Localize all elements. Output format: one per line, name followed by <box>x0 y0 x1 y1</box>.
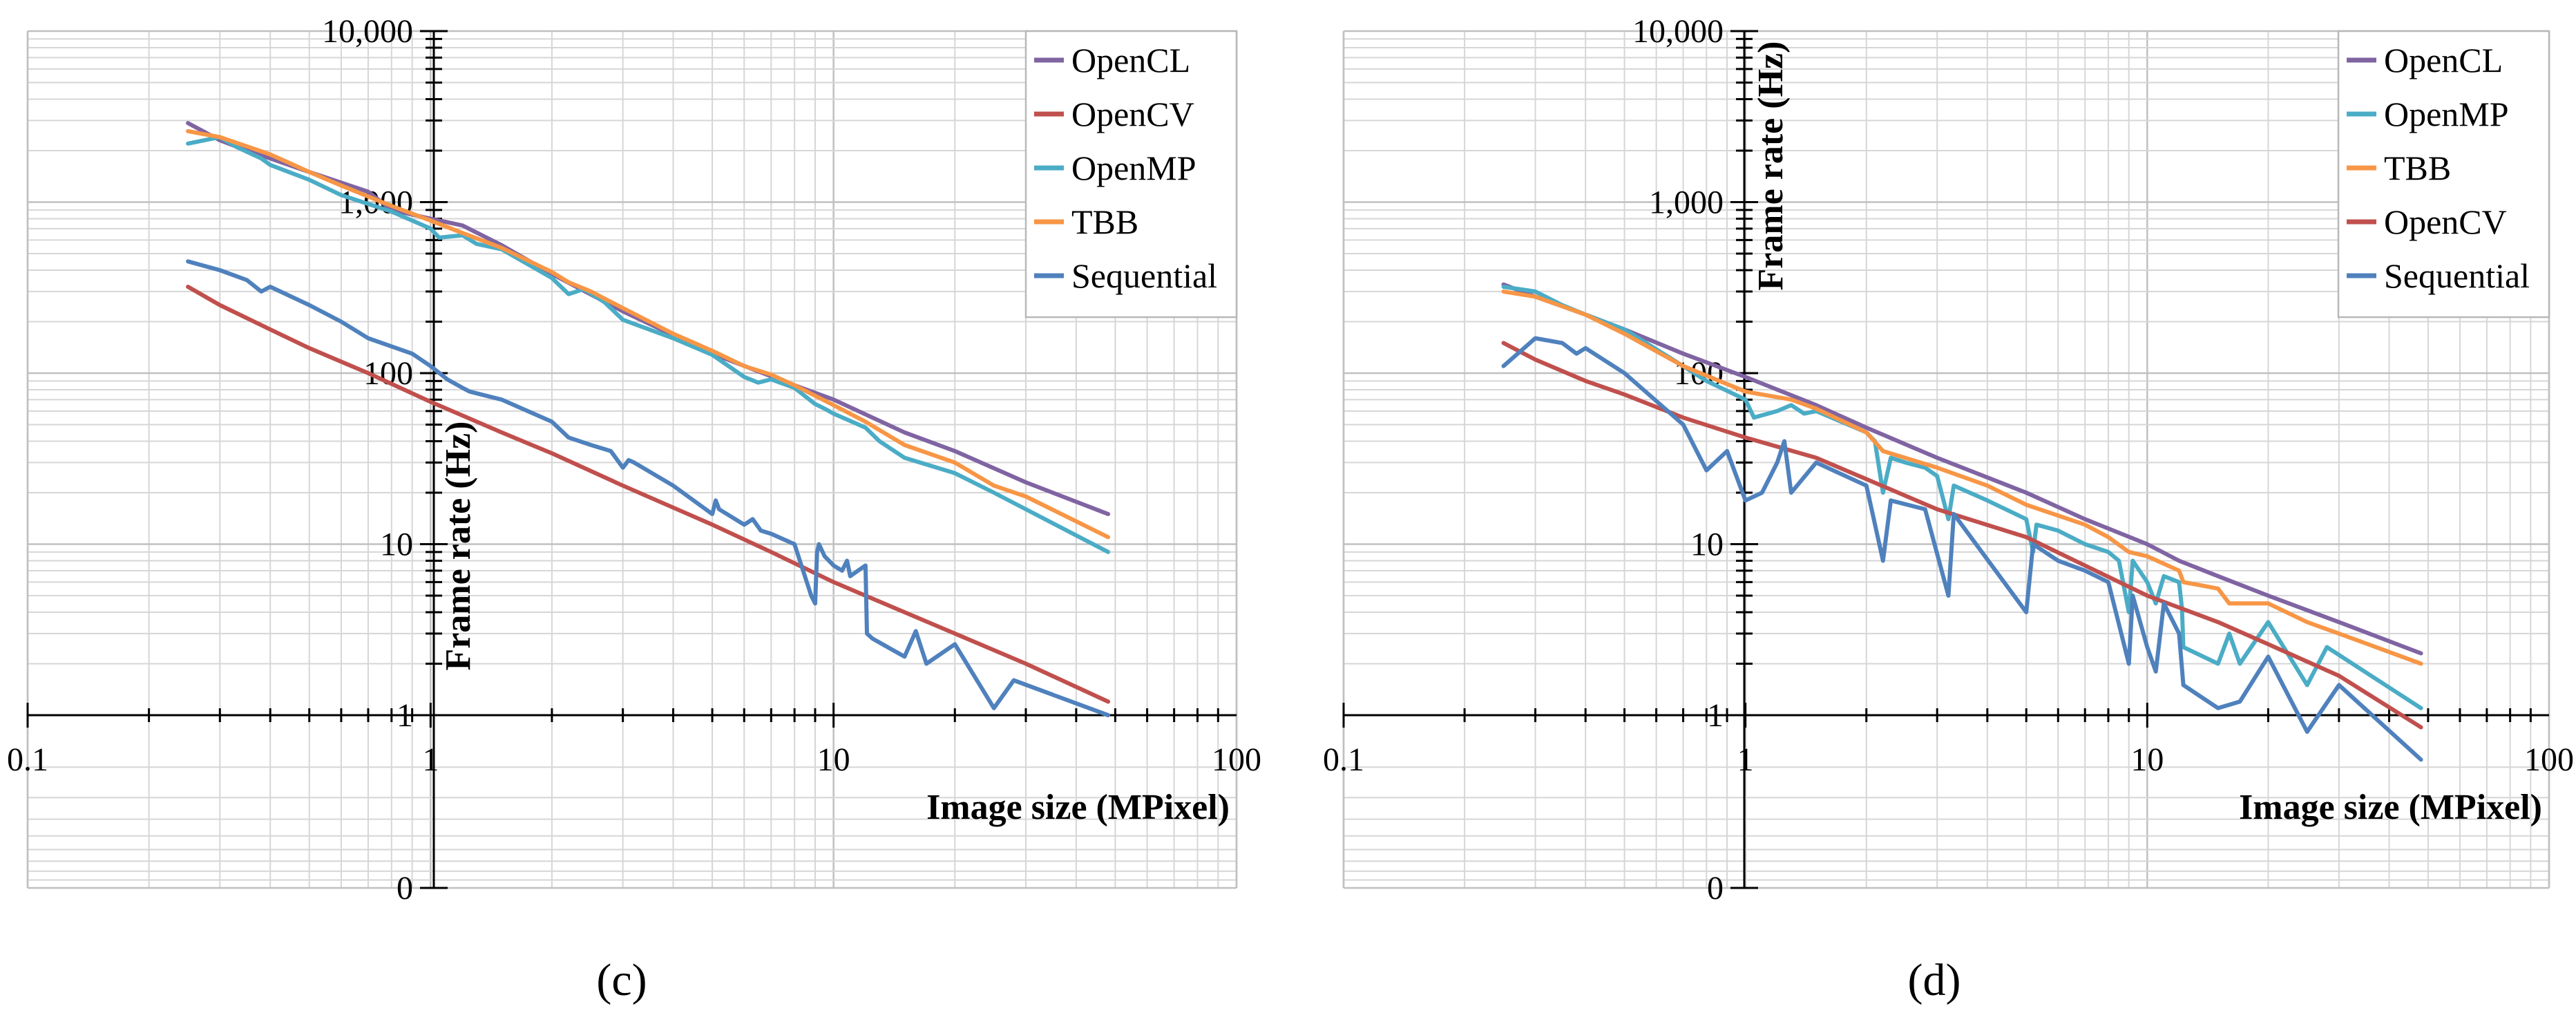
legend-label: OpenCV <box>2384 202 2507 241</box>
series-line-tbb <box>186 129 1111 540</box>
series-lines <box>1501 282 2423 762</box>
y-tick-label: 10,000 <box>1632 13 1724 50</box>
y-axis-title: Frame rate (Hz) <box>1751 41 1791 291</box>
legend-label: OpenCL <box>2384 41 2503 79</box>
x-tick-label: 1 <box>1737 741 1754 778</box>
x-tick-labels: 0.1 1 10 100 <box>1323 741 2574 778</box>
panel-caption: (d) <box>1908 955 1961 1005</box>
y-tick-label: 10 <box>1690 527 1724 563</box>
series-line-tbb <box>1501 289 2423 666</box>
x-tick-label: 10 <box>817 741 850 778</box>
legend-label: TBB <box>2384 149 2451 187</box>
legend: OpenCL OpenMP TBB OpenCV Sequential <box>2337 30 2550 319</box>
x-tick-labels: 0.1 1 10 100 <box>7 741 1261 778</box>
y-tick-label: 1,000 <box>1649 184 1724 221</box>
series-lines <box>186 121 1111 717</box>
panel-caption: (c) <box>596 955 647 1005</box>
y-tick-label: 10 <box>380 527 413 563</box>
series-line-openmp <box>1501 285 2423 710</box>
y-tick-label: 0 <box>1707 870 1724 907</box>
gridlines <box>26 30 1238 889</box>
series-line-opencl <box>186 121 1111 516</box>
y-axis-title: Frame rate (Hz) <box>439 422 478 671</box>
x-tick-label: 1 <box>422 741 439 778</box>
x-tick-label: 10 <box>2130 741 2164 778</box>
series-line-sequential <box>1501 336 2423 762</box>
series-line-opencv <box>186 285 1111 704</box>
legend-label: OpenCV <box>1071 95 1194 133</box>
legend-box <box>1024 30 1238 319</box>
x-tick-label: 100 <box>1212 741 1261 778</box>
x-axis-title: Image size (MPixel) <box>2239 788 2542 827</box>
x-tick-label: 100 <box>2524 741 2574 778</box>
series-line-sequential <box>186 259 1111 717</box>
chart-panel-d: 0 1 10 100 1,000 10,000 0.1 1 10 100 Image size (M… <box>1323 13 2574 1005</box>
legend-box <box>2337 30 2550 319</box>
x-axis-title: Image size (MPixel) <box>926 788 1230 827</box>
y-tick-label: 1 <box>1707 697 1724 734</box>
legend-label: OpenMP <box>2384 95 2509 133</box>
legend-label: Sequential <box>2384 256 2530 295</box>
series-line-opencv <box>1501 341 2423 730</box>
series-line-openmp <box>186 135 1111 554</box>
x-tick-label: 0.1 <box>1323 741 1364 778</box>
y-tick-label: 10,000 <box>322 13 413 50</box>
legend: OpenCL OpenCV OpenMP TBB Sequential <box>1024 30 1238 319</box>
x-tick-label: 0.1 <box>7 741 48 778</box>
legend-label: TBB <box>1071 202 1138 241</box>
y-tick-label: 1 <box>397 697 413 734</box>
legend-label: OpenMP <box>1071 149 1196 187</box>
y-tick-label: 0 <box>397 870 413 907</box>
legend-label: OpenCL <box>1071 41 1190 79</box>
axis-ticks <box>1342 30 2532 889</box>
legend-label: Sequential <box>1071 256 1217 295</box>
